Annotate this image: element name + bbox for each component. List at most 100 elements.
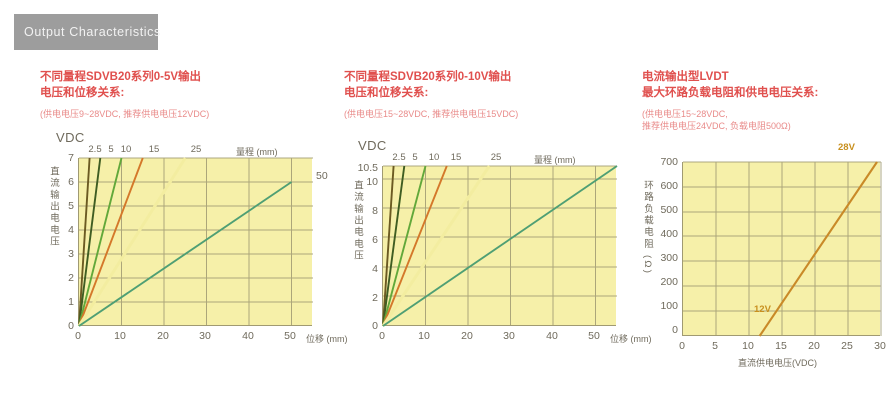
x-tick-20: 20 [808, 340, 820, 352]
chart-x-axis-label: 位移 (mm) [306, 334, 348, 344]
y-tick-500: 500 [660, 204, 678, 216]
panel-subheading-line1: (供电电压9~28VDC, 推荐供电电压12VDC) [40, 109, 210, 119]
x-tick-10: 10 [114, 330, 126, 342]
x-tick-50: 50 [284, 330, 296, 342]
x-tick-50: 50 [588, 330, 600, 342]
series-line-max-loop-resistance [758, 161, 878, 337]
series-line-2-5 [382, 165, 395, 327]
chart-panel-lvdt-current: 电流输出型LVDT 最大环路负载电阻和供电电压关系: (供电电压15~28VDC… [642, 70, 894, 369]
output-characteristics-banner: Output Characteristics [14, 14, 161, 50]
chart-svg [683, 161, 882, 337]
series-line-10 [78, 157, 123, 327]
x-tick-15: 15 [775, 340, 787, 352]
chart-top-axis-label: 量程 (mm) [534, 155, 576, 165]
x-tick-25: 25 [841, 340, 853, 352]
chart-x-axis-label: 位移 (mm) [610, 334, 652, 344]
chart-plot-area [77, 157, 313, 327]
chart-svg [77, 157, 313, 327]
x-tick-0: 0 [679, 340, 685, 352]
y-tick-100: 100 [660, 300, 678, 312]
y-tick-5: 5 [68, 200, 74, 212]
chart-y-axis-label: 环路负载电阻 (Ω) [642, 180, 653, 276]
panel-heading-line1: 不同量程SDVB20系列0-5V输出 [40, 71, 202, 83]
top-tick-25: 25 [190, 144, 202, 155]
series-line-50 [382, 165, 618, 327]
x-tick-5: 5 [712, 340, 718, 352]
y-tick-4: 4 [68, 224, 74, 236]
y-tick-8: 8 [372, 205, 378, 217]
y-tick-400: 400 [660, 228, 678, 240]
top-tick-2-5: 2.5 [392, 152, 406, 163]
grid-lines [383, 165, 617, 326]
y-tick-0: 0 [672, 324, 678, 336]
series-line-5 [78, 157, 102, 327]
x-tick-20: 20 [461, 330, 473, 342]
series-line-5 [382, 165, 406, 327]
banner-title: Output Characteristics [24, 25, 161, 39]
chart-top-axis-label: 量程 (mm) [236, 147, 278, 157]
y-tick-4: 4 [372, 263, 378, 275]
top-tick-10: 10 [120, 144, 132, 155]
chart-unit-tag: VDC [358, 138, 387, 153]
panel-subheading-line1: (供电电压15~28VDC, [642, 109, 728, 119]
y-tick-7: 7 [68, 152, 74, 164]
annotation-12v: 12V [754, 304, 771, 315]
panel-heading-line2: 最大环路负载电阻和供电电压关系: [642, 86, 819, 99]
chart-panel-0-10v: 不同量程SDVB20系列0-10V输出 电压和位移关系: (供电电压15~28V… [344, 70, 652, 357]
x-tick-40: 40 [242, 330, 254, 342]
y-tick-300: 300 [660, 252, 678, 264]
series-line-15 [78, 157, 144, 327]
x-tick-10: 10 [418, 330, 430, 342]
x-tick-20: 20 [157, 330, 169, 342]
y-tick-0: 0 [372, 320, 378, 332]
x-tick-30: 30 [874, 340, 886, 352]
series-line-15 [382, 165, 448, 327]
grid-lines [683, 161, 882, 336]
panel-subheading-line1: (供电电压15~28VDC, 推荐供电电压15VDC) [344, 109, 519, 119]
chart-panel-0-5v: 不同量程SDVB20系列0-5V输出 电压和位移关系: (供电电压9~28VDC… [40, 70, 348, 357]
chart-x-axis-label: 直流供电电压(VDC) [738, 358, 817, 368]
chart-y-axis-label: 直流输出电电压 [48, 166, 59, 248]
chart-plot-area [381, 165, 618, 327]
top-tick-15: 15 [148, 144, 160, 155]
panel-heading-line1: 电流输出型LVDT [642, 71, 729, 83]
y-tick-1: 1 [68, 296, 74, 308]
chart-svg [381, 165, 618, 327]
top-tick-25: 25 [490, 152, 502, 163]
top-tick-5: 5 [412, 152, 418, 163]
chart-unit-tag: VDC [56, 130, 85, 145]
top-tick-2-5: 2.5 [88, 144, 102, 155]
grid-lines [79, 157, 313, 326]
y-tick-3: 3 [68, 248, 74, 260]
top-tick-10: 10 [428, 152, 440, 163]
y-tick-2: 2 [68, 272, 74, 284]
top-tick-15: 15 [450, 152, 462, 163]
series-line-50 [78, 181, 293, 327]
chart-plot-area [682, 161, 882, 337]
panel-subheading-line2: 推荐供电电压24VDC, 负载电阻500Ω) [642, 121, 791, 131]
y-tick-0: 0 [68, 320, 74, 332]
series-lines [77, 157, 293, 327]
y-tick-10-5: 10.5 [357, 162, 378, 174]
series-line-25 [381, 165, 491, 327]
x-tick-0: 0 [75, 330, 81, 342]
y-tick-2: 2 [372, 292, 378, 304]
x-tick-40: 40 [546, 330, 558, 342]
y-tick-10: 10 [366, 176, 378, 188]
x-tick-30: 30 [199, 330, 211, 342]
series-line-10 [382, 165, 427, 327]
top-tick-5: 5 [108, 144, 114, 155]
chart-0-10v: VDC 2.5 5 10 15 25 量程 (mm) 直流输出电电压 10.5 … [344, 132, 652, 357]
chart-y-axis-label: 直流输出电电压 [352, 180, 363, 262]
x-tick-0: 0 [379, 330, 385, 342]
series-line-2-5 [78, 157, 91, 327]
chart-0-5v: VDC 2.5 5 10 15 25 量程 (mm) 直流输出电电压 7 6 5… [40, 130, 348, 357]
y-tick-600: 600 [660, 180, 678, 192]
series-end-label-50: 50 [316, 170, 328, 182]
x-tick-30: 30 [503, 330, 515, 342]
panel-heading-line2: 电压和位移关系: [40, 86, 125, 99]
panel-heading-line2: 电压和位移关系: [344, 86, 429, 99]
y-tick-6: 6 [372, 234, 378, 246]
x-tick-10: 10 [742, 340, 754, 352]
series-lines [381, 165, 618, 327]
